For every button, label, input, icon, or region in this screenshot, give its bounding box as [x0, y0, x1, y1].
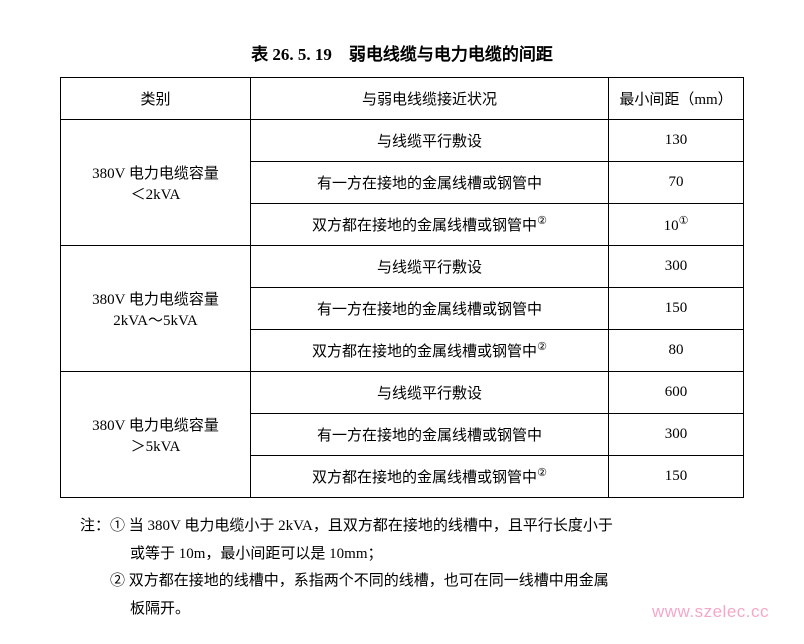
table-title: 表 26. 5. 19 弱电线缆与电力电缆的间距	[60, 40, 744, 65]
watermark: www.szelec.cc	[652, 602, 769, 622]
header-condition: 与弱电线缆接近状况	[251, 78, 609, 120]
table-row: 380V 电力电缆容量 ＜2kVA 与线缆平行敷设 130	[61, 120, 744, 162]
condition-cell: 有一方在接地的金属线槽或钢管中	[251, 162, 609, 204]
footnote-2: ② 双方都在接地的线槽中，系指两个不同的线槽，也可在同一线槽中用金属	[80, 569, 744, 595]
category-line1: 380V 电力电缆容量	[69, 414, 242, 435]
distance-cell: 150	[609, 288, 744, 330]
distance-cell: 80	[609, 330, 744, 372]
distance-cell: 70	[609, 162, 744, 204]
condition-cell: 双方都在接地的金属线槽或钢管中②	[251, 456, 609, 498]
superscript: ②	[537, 215, 547, 227]
category-cell: 380V 电力电缆容量 2kVA～5kVA	[61, 246, 251, 372]
condition-cell: 与线缆平行敷设	[251, 246, 609, 288]
footnote-2-cont: 板隔开。	[80, 597, 744, 623]
distance-cell: 300	[609, 246, 744, 288]
table-row: 380V 电力电缆容量 ＞5kVA 与线缆平行敷设 600	[61, 372, 744, 414]
footnote-1: 注：① 当 380V 电力电缆小于 2kVA，且双方都在接地的线槽中，且平行长度…	[80, 514, 744, 540]
condition-cell: 双方都在接地的金属线槽或钢管中②	[251, 330, 609, 372]
distance-cell: 150	[609, 456, 744, 498]
category-cell: 380V 电力电缆容量 ＜2kVA	[61, 120, 251, 246]
spacing-table: 类别 与弱电线缆接近状况 最小间距（mm） 380V 电力电缆容量 ＜2kVA …	[60, 77, 744, 498]
category-line2: 2kVA～5kVA	[69, 309, 242, 330]
footnotes: 注：① 当 380V 电力电缆小于 2kVA，且双方都在接地的线槽中，且平行长度…	[60, 514, 744, 622]
condition-cell: 双方都在接地的金属线槽或钢管中②	[251, 204, 609, 246]
distance-cell: 130	[609, 120, 744, 162]
distance-cell: 600	[609, 372, 744, 414]
category-line1: 380V 电力电缆容量	[69, 162, 242, 183]
footnote-1-cont: 或等于 10m，最小间距可以是 10mm；	[80, 542, 744, 568]
category-line1: 380V 电力电缆容量	[69, 288, 242, 309]
header-category: 类别	[61, 78, 251, 120]
distance-cell: 10①	[609, 204, 744, 246]
header-distance: 最小间距（mm）	[609, 78, 744, 120]
condition-cell: 有一方在接地的金属线槽或钢管中	[251, 414, 609, 456]
superscript: ②	[537, 341, 547, 353]
condition-cell: 有一方在接地的金属线槽或钢管中	[251, 288, 609, 330]
superscript: ②	[537, 467, 547, 479]
condition-cell: 与线缆平行敷设	[251, 120, 609, 162]
category-line2: ＞5kVA	[69, 435, 242, 456]
table-header-row: 类别 与弱电线缆接近状况 最小间距（mm）	[61, 78, 744, 120]
condition-cell: 与线缆平行敷设	[251, 372, 609, 414]
table-row: 380V 电力电缆容量 2kVA～5kVA 与线缆平行敷设 300	[61, 246, 744, 288]
distance-cell: 300	[609, 414, 744, 456]
superscript: ①	[679, 215, 689, 227]
category-cell: 380V 电力电缆容量 ＞5kVA	[61, 372, 251, 498]
category-line2: ＜2kVA	[69, 183, 242, 204]
